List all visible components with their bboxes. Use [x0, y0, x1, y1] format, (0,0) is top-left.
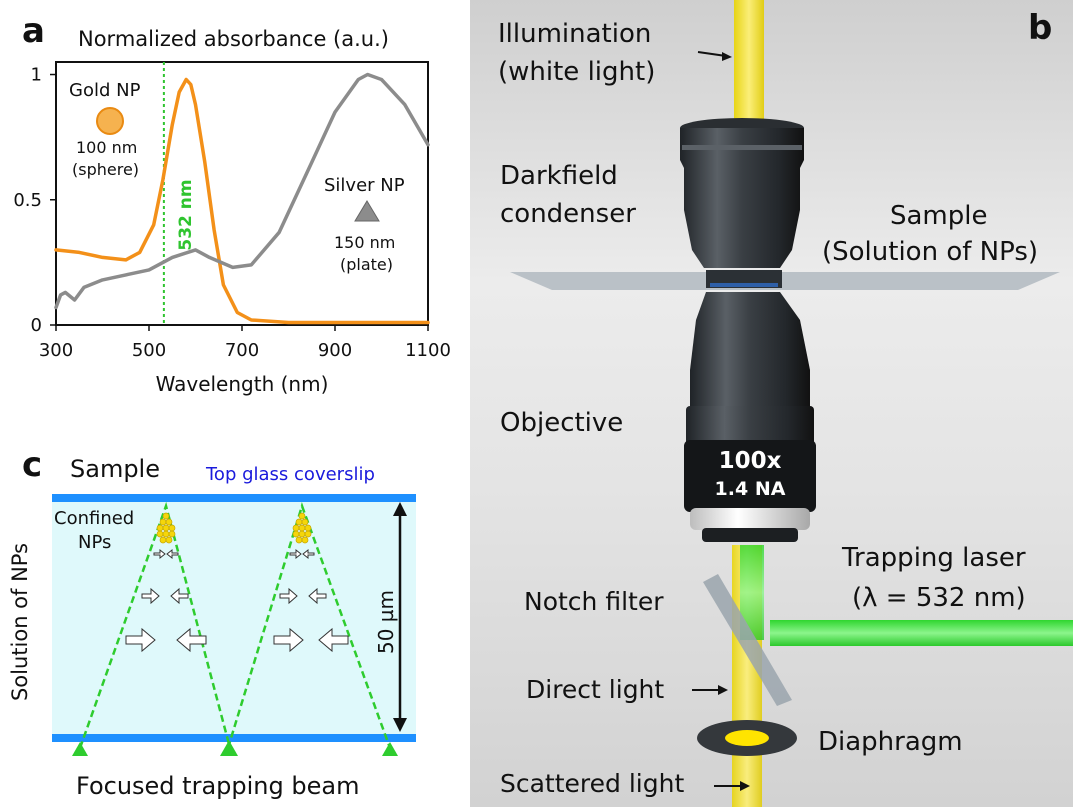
objective-label: Objective [500, 408, 624, 438]
confined-nps-label-2: NPs [78, 532, 112, 553]
trapping-laser-beam [770, 620, 1073, 646]
diaphragm-label: Diaphragm [818, 727, 963, 757]
confined-nps-right [292, 512, 312, 544]
series-line-silver [54, 72, 430, 310]
laser-label-2: (λ = 532 nm) [852, 583, 1026, 613]
illumination-arrowhead [722, 52, 732, 61]
objective-tip [702, 528, 798, 542]
panel-a-title: Normalized absorbance (a.u.) [78, 27, 389, 51]
force-arrows-right [273, 548, 349, 653]
microscope-illustration [470, 0, 1073, 807]
trapping-diagram [52, 494, 416, 756]
scattered-light-arrowhead [740, 781, 750, 791]
objective-mid [686, 406, 814, 446]
darkfield-condenser [680, 128, 804, 268]
beam-entry-markers [72, 742, 398, 756]
x-tick-label: 700 [225, 340, 259, 361]
gold-size-label: 100 nm [76, 138, 138, 157]
confined-nps-label-1: Confined [54, 508, 135, 529]
illumination-label-1: Illumination [498, 19, 652, 49]
force-arrows-left [125, 548, 207, 653]
trapping-beam-right [226, 502, 392, 749]
notch-filter [703, 574, 792, 706]
y-tick-label: 0.5 [13, 190, 42, 211]
silver-np-label: Silver NP [324, 175, 405, 196]
y-tick-label: 0 [31, 315, 42, 336]
panel-b-letter: b [1028, 8, 1053, 48]
scattered-light-label: Scattered light [500, 769, 685, 798]
illumination-arrow [697, 51, 727, 57]
gold-np-label: Gold NP [69, 80, 141, 101]
top-coverslip [52, 494, 416, 502]
bottom-coverslip [52, 734, 416, 742]
condenser-label-2: condenser [500, 199, 636, 229]
objective-collar [690, 508, 810, 530]
objective-magnification: 100x [718, 448, 782, 474]
silver-size-label: 150 nm [334, 233, 396, 252]
solution-region [52, 498, 416, 738]
panel-a-letter: a [22, 11, 45, 51]
condenser-label-1: Darkfield [500, 161, 618, 191]
illumination-beam [734, 0, 764, 125]
direct-light-label: Direct light [526, 675, 665, 704]
height-scale-arrow-top [393, 502, 407, 516]
x-tick-label: 500 [132, 340, 166, 361]
gold-sphere-icon [96, 107, 124, 135]
x-tick-label: 1100 [405, 340, 451, 361]
objective-band [684, 440, 816, 512]
silver-shape-label: (plate) [340, 255, 394, 274]
confined-nps-left [156, 512, 176, 544]
x-tick-label: 300 [39, 340, 73, 361]
panel-b: b Illumination (white light) Darkfield c… [470, 0, 1073, 807]
notch-filter-label: Notch filter [524, 587, 664, 616]
sample-slide [510, 272, 1060, 290]
x-tick-label: 900 [318, 340, 352, 361]
series-line-gold [54, 77, 430, 325]
laser-label-1: Trapping laser [842, 543, 1026, 573]
objective-na: 1.4 NA [714, 478, 786, 500]
condenser-ring [682, 145, 802, 150]
silver-triangle-icon [354, 200, 380, 222]
direct-light-arrowhead [718, 685, 728, 695]
solution-axis-label: Solution of NPs [8, 542, 32, 702]
coverslip-label: Top glass coverslip [206, 464, 375, 485]
immersion-oil [710, 283, 778, 287]
sample-label-2: (Solution of NPs) [822, 237, 1039, 267]
laser-line-label: 532 nm [176, 179, 196, 251]
illumination-label-2: (white light) [498, 57, 656, 87]
gold-shape-label: (sphere) [72, 160, 140, 179]
absorbance-chart: 300 500 700 900 1100 0 0.5 1 Wavelength (nm) [13, 61, 451, 396]
diaphragm-aperture [725, 730, 769, 746]
y-tick-label: 1 [31, 65, 42, 86]
focused-beam-label: Focused trapping beam [76, 772, 360, 800]
panel-c-letter: c [22, 445, 43, 485]
objective-upper [690, 292, 810, 410]
x-axis-label: Wavelength (nm) [156, 372, 329, 396]
height-scale-arrow-bottom [393, 718, 407, 732]
panel-c-sample-label: Sample [70, 455, 160, 483]
sample-label-1: Sample [890, 201, 988, 231]
height-label: 50 µm [374, 590, 398, 655]
trapping-beam-left [78, 501, 232, 749]
